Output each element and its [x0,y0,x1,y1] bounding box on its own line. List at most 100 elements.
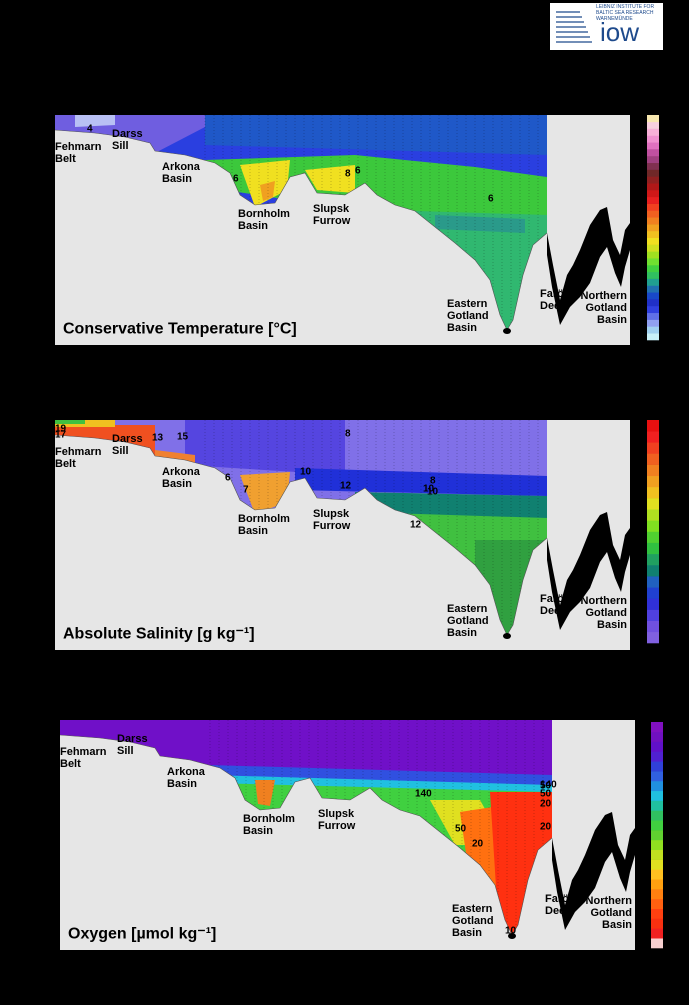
colorbar-cell [647,299,659,307]
region-label: Darss [112,128,143,140]
colorbar-cell [647,203,659,211]
colorbar-cell [647,520,659,532]
contour-label: 10 [505,925,517,936]
region-label: Basin [162,478,192,490]
colorbar-cell [647,587,659,599]
colorbar-cell [647,128,659,136]
contour-label: 8 [345,428,351,439]
colorbar-cell [647,553,659,566]
deep-spot [508,933,516,939]
contour-label: 10 [300,466,312,477]
contour-label: 12 [410,519,422,530]
terrain [547,512,630,630]
contour-label: 10 [427,486,439,497]
colorbar-cell [651,918,663,929]
contour-label: 17 [55,429,67,440]
region-label: Deep [540,605,567,617]
region-label: Slupsk [313,508,350,520]
colorbar-cell [647,169,659,177]
contour-region [205,115,547,155]
colorbar-cell [647,183,659,191]
colorbar-cell [651,780,663,792]
colorbar-cell [651,810,663,821]
contour-region [205,155,547,227]
colorbar-cell [647,326,659,334]
colorbar-cell [651,820,663,831]
region-label: Sill [112,140,129,152]
contour-region [240,160,290,207]
colorbar-cell [647,486,659,499]
region-label: Basin [602,919,632,931]
region-label: Belt [55,458,76,470]
colorbar-cell [647,149,659,157]
colorbar-cell [651,800,663,811]
region-label: Deep [540,300,567,312]
contour-label: 20 [540,798,552,809]
colorbar-cell [647,420,659,432]
region-label: Fehmarn [60,746,107,758]
region-label: Gotland [452,915,494,927]
region-label: Gotland [447,615,489,627]
colorbar-cell [647,190,659,198]
colorbar-cell [647,121,659,129]
colorbar-cell [647,509,659,521]
colorbar-cell [651,898,663,909]
region-label: Basin [243,825,273,837]
contour-label: 15 [177,431,189,442]
colorbar-cell [651,722,663,733]
colorbar-cell [651,869,663,880]
contour-label: 4 [87,123,93,134]
region-label: Belt [60,758,81,770]
colorbar-cell [647,142,659,150]
region-label: Slupsk [318,808,355,820]
colorbar-cell [647,251,659,259]
colorbar-cell [647,230,659,239]
contour-label: 13 [152,432,164,443]
contour-region [55,420,85,424]
colorbar-cell [651,859,663,870]
colorbar-cell [647,271,659,279]
region-label: Fehmarn [55,446,102,458]
contour-label: 10 [423,483,435,494]
region-label: Basin [447,627,477,639]
region-label: Eastern [452,903,493,915]
seafloor [54,129,548,331]
region-label: Bornholm [238,208,290,220]
logo-line: LEIBNIZ INSTITUTE FOR [596,4,654,10]
colorbar-cell [651,771,663,782]
colorbar-cell [647,196,659,204]
colorbar-cell [651,761,663,772]
contour-region [435,215,525,233]
region-label: Sill [117,745,134,757]
region-label: Gotland [447,310,489,322]
colorbar-cell [651,790,663,801]
deep-spot [503,328,511,334]
contour-label: 20 [540,821,552,832]
region-label: Belt [55,153,76,165]
region-label: Bornholm [238,513,290,525]
colorbar-cell [647,162,659,170]
colorbar-cell [647,475,659,488]
colorbar-cell [647,631,659,644]
colorbar-cell [647,292,659,300]
contour-label: 7 [243,484,249,495]
seafloor [54,434,548,636]
region-label: Gotland [585,607,627,619]
region-label: Slupsk [313,203,350,215]
contour-label: 6 [233,173,239,184]
colorbar-cell [647,265,659,273]
colorbar-cell [647,217,659,225]
colorbar-cell [647,224,659,232]
region-label: Northern [581,595,628,607]
section-panel: FehmarnBeltDarssSillArkonaBasinBornholmB… [59,720,635,950]
contour-label: 6 [225,472,231,483]
colorbar-cell [647,333,659,341]
region-label: Basin [597,314,627,326]
colorbar-cell [647,531,659,543]
region-label: Eastern [447,603,488,615]
region-label: Arkona [162,466,201,478]
panel-title: Oxygen [µmol kg⁻¹] [68,925,216,942]
logo: LEIBNIZ INSTITUTE FOR BALTIC SEA RESEARC… [550,3,663,50]
region-label: Furrow [313,520,351,532]
panel-title: Conservative Temperature [°C] [63,320,297,337]
